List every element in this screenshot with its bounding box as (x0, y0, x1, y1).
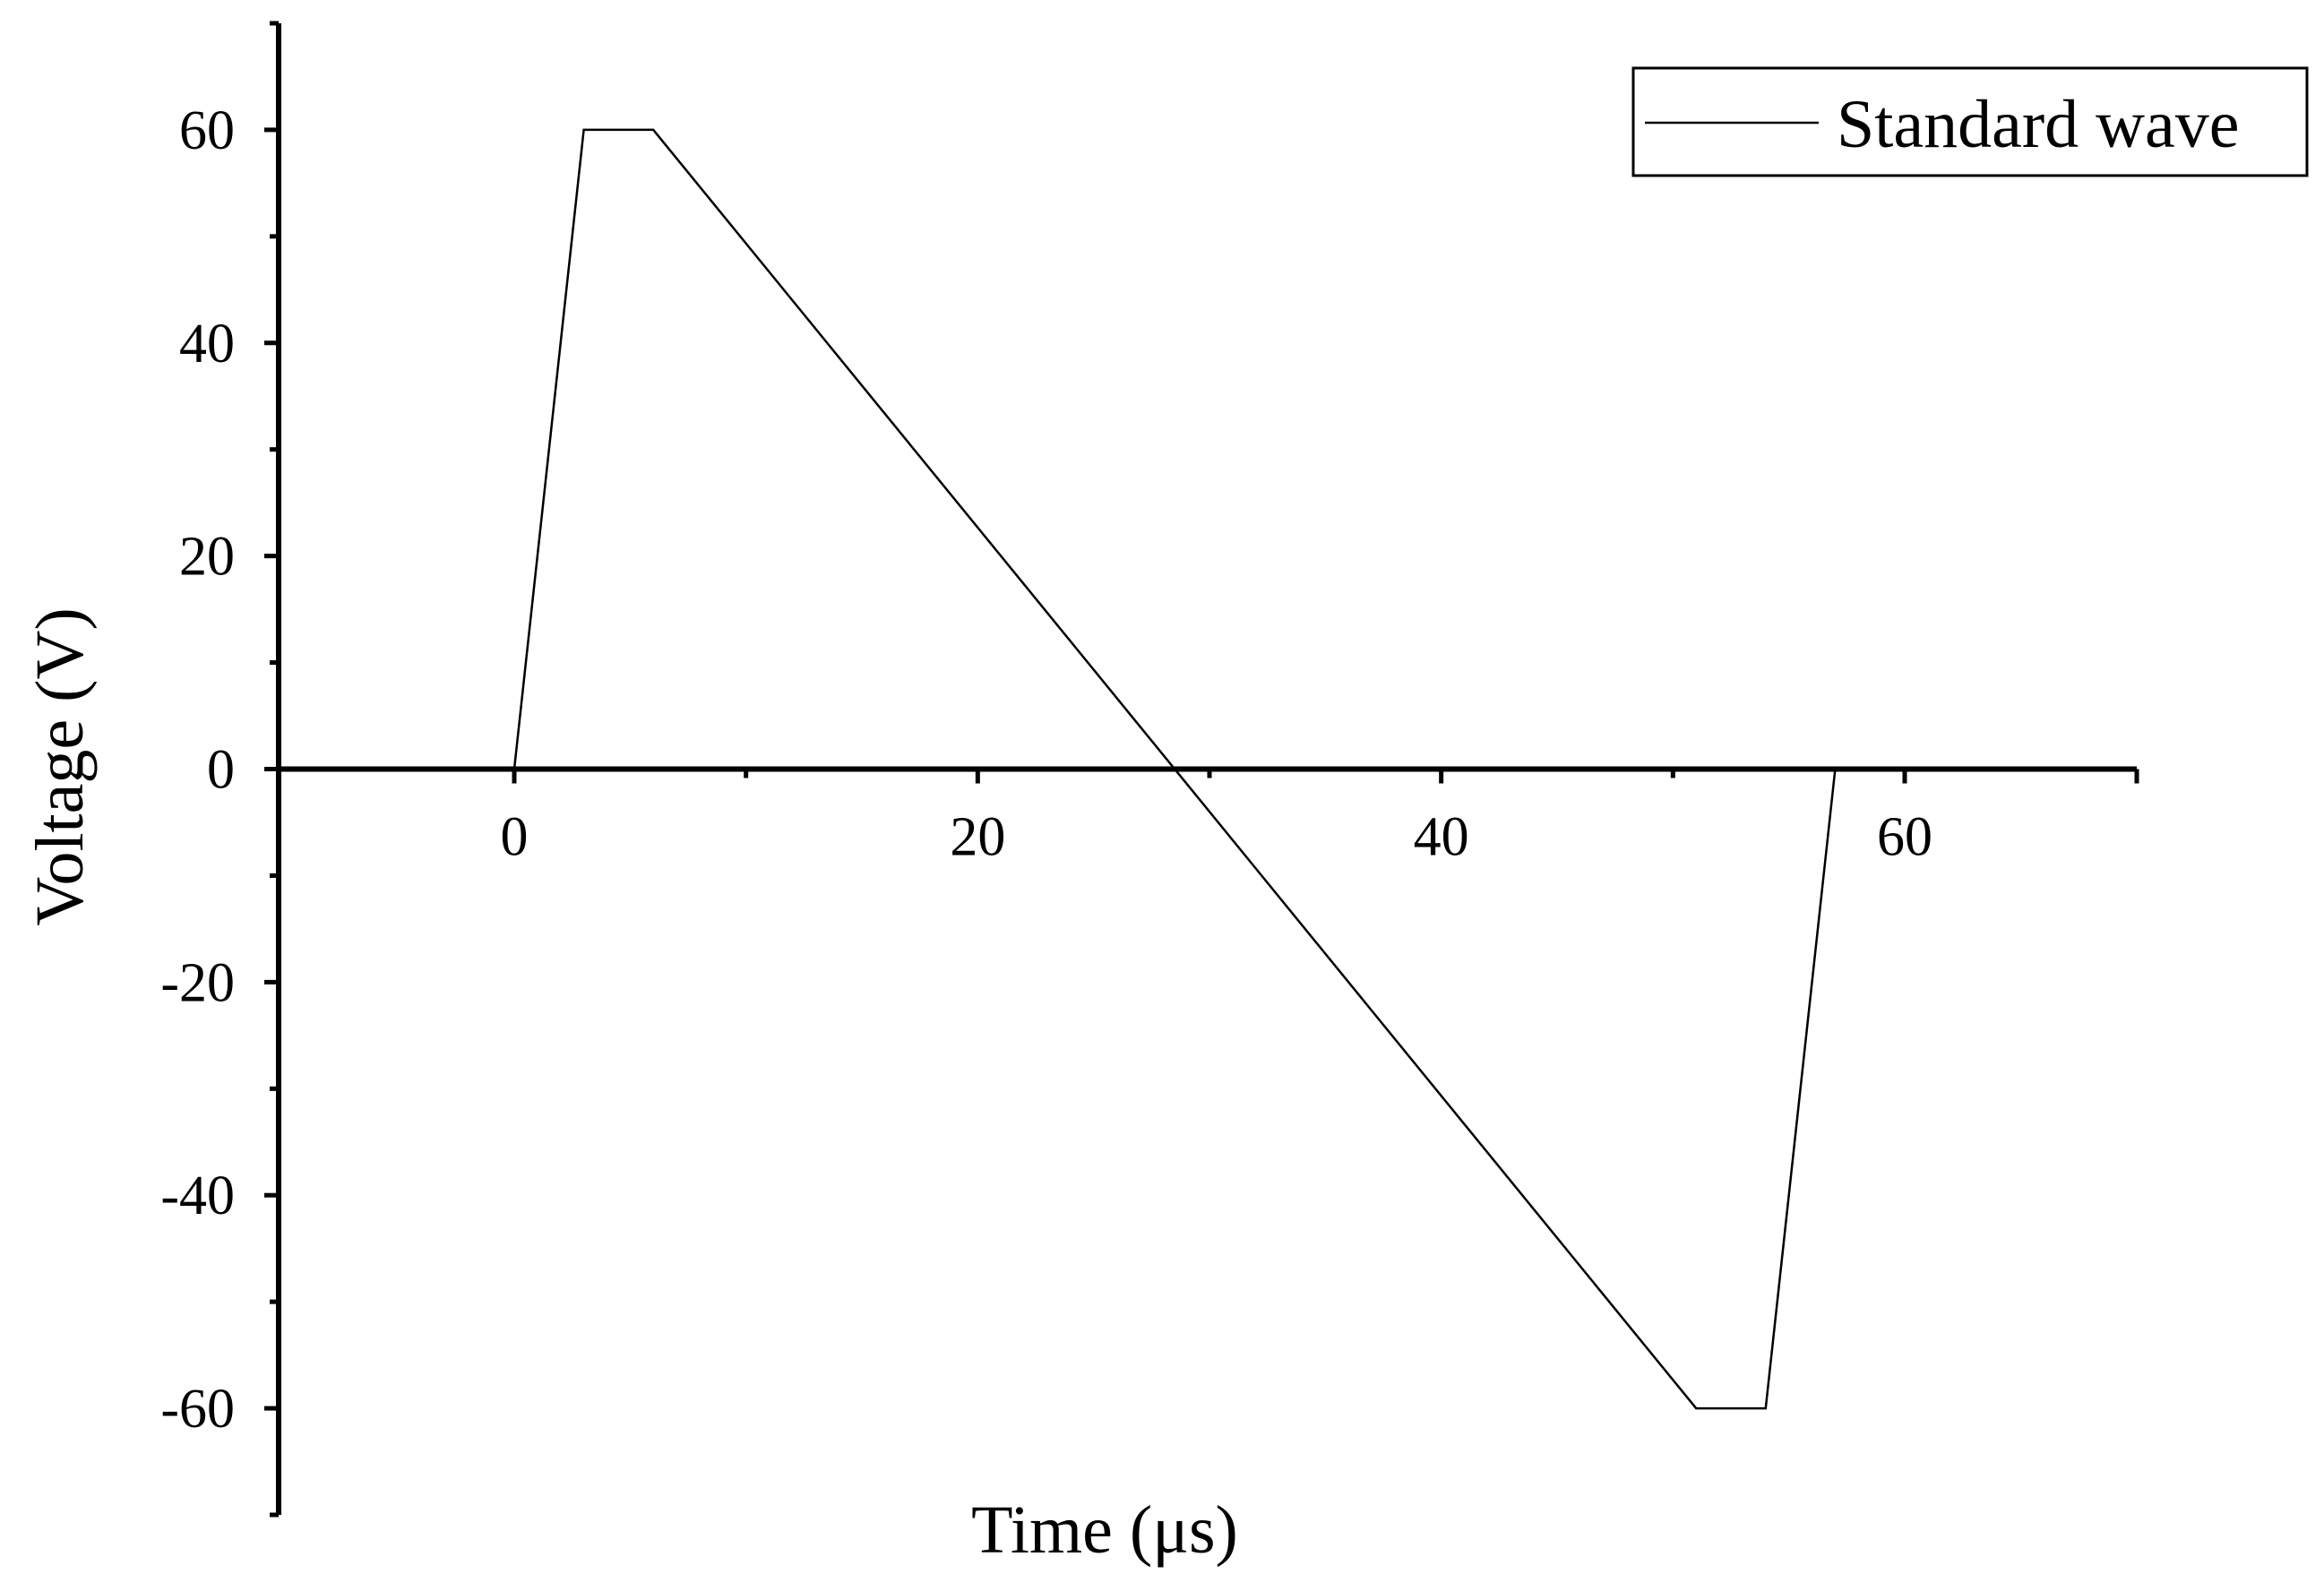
y-tick-label: -40 (160, 1165, 235, 1226)
x-tick-label: 0 (501, 807, 529, 868)
y-tick-label: -60 (160, 1379, 235, 1440)
x-axis-title: Time (μs) (971, 1492, 1238, 1568)
series-layer (512, 128, 1837, 1410)
y-tick-label: 60 (179, 100, 235, 161)
y-tick-label: 40 (179, 314, 235, 374)
legend: Standard wave (1631, 66, 2309, 177)
y-tick-label: -20 (160, 952, 235, 1013)
x-tick-label: 40 (1414, 807, 1469, 868)
series-line-standard-wave (512, 128, 1837, 1410)
tick-labels: -60 -40 -20 0 20 40 60 0 20 40 60 (160, 100, 1932, 1440)
x-tick-label: 20 (950, 807, 1005, 868)
x-tick-label: 60 (1877, 807, 1932, 868)
y-tick-label: 0 (207, 740, 235, 801)
ticks (264, 21, 2139, 1518)
y-tick-label: 20 (179, 527, 235, 588)
legend-label-standard-wave: Standard wave (1837, 87, 2240, 162)
y-axis-title: Voltage (V) (22, 607, 98, 925)
